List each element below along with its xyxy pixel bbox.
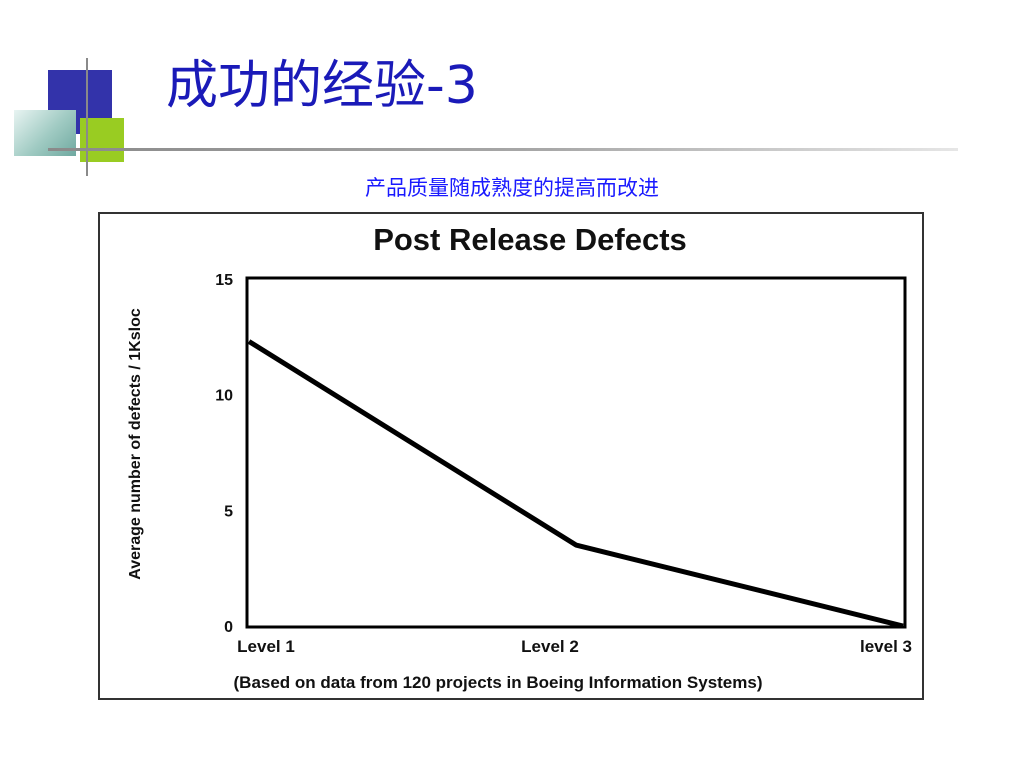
slide-subtitle: 产品质量随成熟度的提高而改进	[365, 176, 659, 200]
y-tick-label: 15	[215, 272, 233, 289]
series-line	[247, 339, 904, 629]
chart-title: Post Release Defects	[373, 222, 687, 257]
y-tick-labels: 0 5 10 15	[215, 272, 233, 636]
y-axis-label: Average number of defects / 1Ksloc	[127, 308, 144, 580]
x-tick-label: Level 1	[237, 637, 295, 656]
x-tick-label: level 3	[860, 637, 912, 656]
decorative-vertical-line	[86, 58, 88, 176]
y-tick-label: 10	[215, 388, 233, 405]
series-layer	[247, 339, 904, 629]
chart-footnote: (Based on data from 120 projects in Boei…	[234, 673, 763, 692]
y-tick-label: 5	[224, 503, 233, 520]
x-tick-labels: Level 1 Level 2 level 3	[237, 637, 912, 656]
plot-area	[245, 276, 907, 629]
chart-frame: Post Release Defects Average number of d…	[98, 212, 924, 700]
title-underline	[48, 148, 958, 151]
x-tick-label: Level 2	[521, 637, 579, 656]
chart-svg: Post Release Defects Average number of d…	[127, 222, 912, 692]
slide-title: 成功的经验-3	[166, 56, 478, 116]
y-tick-label: 0	[224, 619, 233, 636]
